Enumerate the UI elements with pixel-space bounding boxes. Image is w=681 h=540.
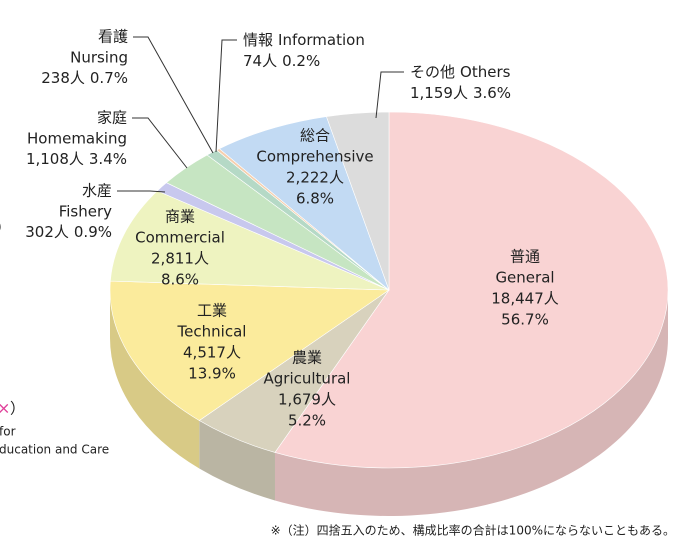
leader-line: [215, 39, 237, 153]
slice-label: 6.8%: [296, 190, 334, 208]
slice-label: Commercial: [135, 229, 225, 247]
slice-label: 家庭: [97, 109, 127, 127]
pie-slice-side: [199, 420, 275, 501]
slice-label: Comprehensive: [256, 148, 373, 166]
count-label: 238人: [41, 69, 85, 87]
slice-label: Fishery: [59, 203, 112, 221]
slice-label: 8.6%: [161, 271, 199, 289]
count-label: 302人: [25, 223, 69, 241]
slice-label: Homemaking: [27, 130, 127, 148]
count-label: 1,159人: [410, 84, 468, 102]
slice-label: 18,447人: [491, 290, 559, 308]
slice-label: Agricultural: [264, 370, 351, 388]
pie-slice-side: [274, 290, 668, 516]
leader-line: [375, 71, 404, 119]
count-label: 1,108人: [26, 150, 84, 168]
pie-slice: [218, 116, 390, 291]
slice-label: 56.7%: [501, 311, 549, 329]
name-en: Information: [278, 31, 365, 49]
percent-label: 0.7%: [90, 69, 128, 87]
slice-label: 2,222人: [286, 169, 344, 187]
name-ja: その他: [410, 63, 455, 81]
slice-label: 総合: [300, 127, 330, 145]
slice-label: 工業: [197, 302, 227, 320]
percent-label: 3.6%: [473, 84, 511, 102]
pie-slice-side: [109, 290, 200, 469]
leader-line: [117, 190, 166, 193]
slice-label: その他 Others: [410, 63, 511, 81]
slice-label: Technical: [177, 323, 247, 341]
slice-label: 普通: [510, 248, 540, 266]
fragment-text: ）: [0, 219, 11, 237]
pie-slice: [274, 111, 669, 469]
slice-label: 302人 0.9%: [25, 223, 112, 241]
slice-label: 情報 Information: [243, 31, 365, 49]
slice-label: 5.2%: [288, 412, 326, 430]
slice-label: 13.9%: [188, 365, 236, 383]
slice-label: General: [495, 269, 554, 287]
name-ja: 情報: [243, 31, 273, 49]
pie-slice: [109, 280, 390, 421]
pie-slice: [326, 111, 390, 291]
fragment-text: ）: [10, 400, 25, 418]
name-en: Others: [460, 63, 511, 81]
fragment-text: for: [0, 425, 16, 439]
percent-label: 0.2%: [282, 52, 320, 70]
slice-label: 1,159人 3.6%: [410, 84, 511, 102]
slice-label: 4,517人: [183, 344, 241, 362]
leader-line: [133, 36, 214, 154]
slice-label: 238人 0.7%: [41, 69, 128, 87]
count-label: 74人: [243, 52, 277, 70]
fragment-text: ducation and Care: [0, 443, 109, 457]
footnote: ※（注）四捨五入のため、構成比率の合計は100%にならないこともある。: [271, 523, 675, 538]
slice-label: 水産: [82, 182, 112, 200]
leader-line: [132, 117, 188, 169]
slice-label: 74人 0.2%: [243, 52, 320, 70]
pie-slice: [110, 190, 390, 291]
percent-label: 3.4%: [89, 150, 127, 168]
slice-label: 看護: [98, 28, 128, 46]
slice-label: 2,811人: [151, 250, 209, 268]
slice-label: Nursing: [70, 49, 128, 67]
fragment-text: ×: [0, 399, 10, 418]
slice-label: 1,108人 3.4%: [26, 150, 127, 168]
slice-label: 農業: [292, 349, 322, 367]
slice-label: 1,679人: [278, 391, 336, 409]
slice-label: 商業: [165, 208, 195, 226]
percent-label: 0.9%: [74, 223, 112, 241]
